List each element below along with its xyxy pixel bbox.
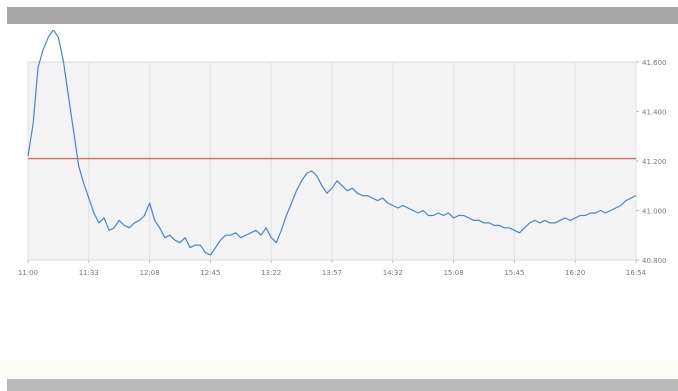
header-bar [7, 7, 678, 24]
y-tick-label: 41.000 [642, 208, 667, 216]
x-axis-ticks: 11:00 11:33 12:08 12:45 13:22 13:57 14:32 15:08… [18, 260, 647, 277]
x-tick-label: 16:20 [565, 269, 585, 277]
x-tick-label: 15:08 [444, 269, 464, 277]
y-tick-label: 41.200 [642, 158, 667, 166]
price-line-chart: 41.600 41.400 41.200 41.000 40.800 11:00 11:3… [18, 29, 667, 277]
series-line [27, 29, 637, 256]
x-tick-label: 12:45 [200, 269, 220, 277]
x-tick-label: 11:33 [79, 269, 99, 277]
x-tick-label: 13:57 [322, 269, 342, 277]
x-tick-label: 16:54 [626, 269, 647, 277]
y-tick-label: 41.600 [642, 59, 667, 67]
gridlines [27, 62, 637, 260]
x-tick-label: 11:00 [18, 269, 38, 277]
y-axis-ticks: 41.600 41.400 41.200 41.000 40.800 [636, 59, 667, 265]
x-tick-label: 15:45 [504, 269, 524, 277]
footer-strip [0, 360, 678, 379]
y-tick-label: 40.800 [642, 257, 667, 265]
footer-bar [7, 379, 678, 391]
y-tick-label: 41.400 [642, 109, 667, 117]
x-tick-label: 13:22 [261, 269, 281, 277]
x-tick-label: 14:32 [383, 269, 403, 277]
x-tick-label: 12:08 [140, 269, 160, 277]
chart-container: 41.600 41.400 41.200 41.000 40.800 11:00 11:3… [0, 29, 678, 350]
